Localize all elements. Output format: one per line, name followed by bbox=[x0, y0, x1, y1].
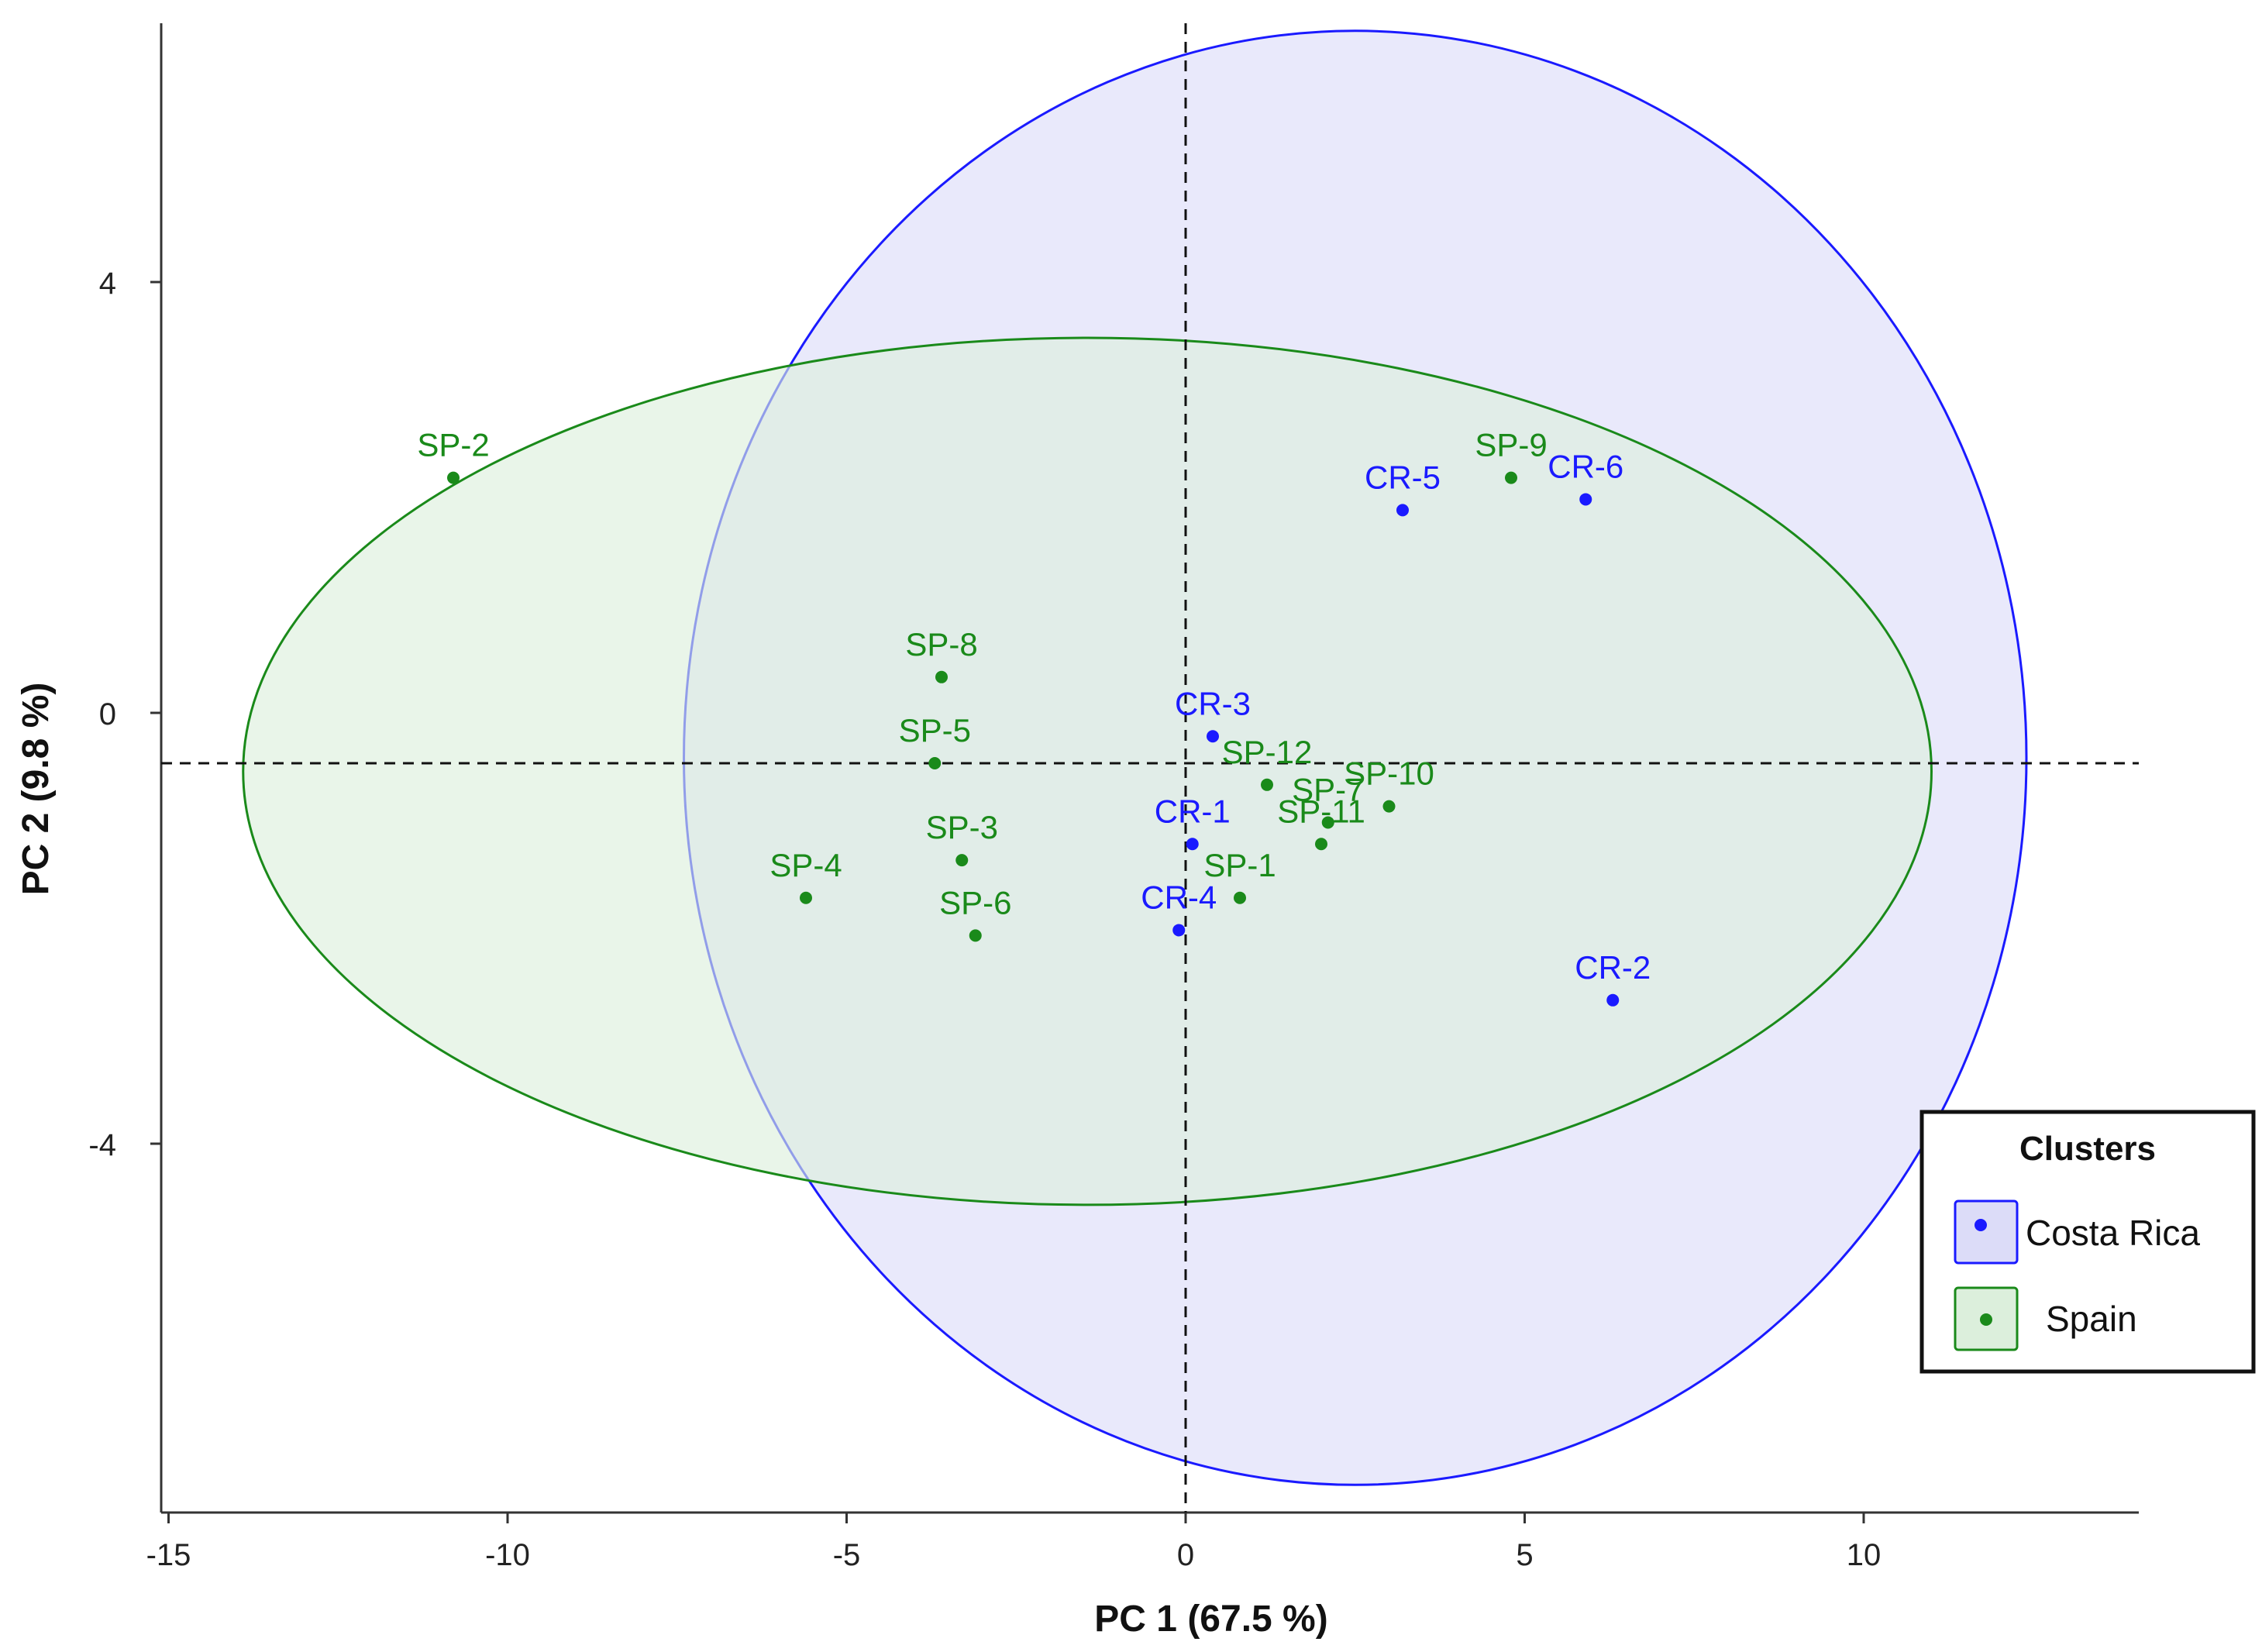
point-label-sp-4: SP-4 bbox=[769, 847, 842, 883]
point-label-cr-2: CR-2 bbox=[1575, 949, 1651, 986]
legend-title: Clusters bbox=[2019, 1130, 2156, 1168]
x-tick-label: -15 bbox=[146, 1538, 191, 1572]
legend-label-costa-rica: Costa Rica bbox=[2026, 1213, 2200, 1253]
point-sp-10 bbox=[1382, 800, 1396, 813]
y-tick-label: -4 bbox=[88, 1128, 116, 1162]
cluster-ellipses bbox=[242, 29, 2028, 1486]
origin-reference-lines bbox=[161, 23, 2139, 1513]
x-tick-label: -10 bbox=[485, 1538, 530, 1572]
x-tick-label: 0 bbox=[1177, 1538, 1194, 1572]
x-axis-title: PC 1 (67.5 %) bbox=[1094, 1599, 1327, 1640]
legend-label-spain: Spain bbox=[2046, 1299, 2137, 1339]
point-sp-4 bbox=[800, 891, 812, 904]
point-label-sp-8: SP-8 bbox=[905, 626, 977, 663]
point-sp-3 bbox=[955, 854, 969, 867]
y-tick-label: 0 bbox=[99, 697, 116, 731]
point-label-cr-4: CR-4 bbox=[1141, 879, 1217, 915]
y-axis-title: PC 2 (9.8 %) bbox=[15, 683, 57, 896]
point-sp-1 bbox=[1234, 891, 1246, 904]
point-cr-2 bbox=[1606, 993, 1620, 1007]
point-sp-6 bbox=[969, 929, 982, 942]
legend-swatch-costa-rica bbox=[1954, 1199, 2019, 1265]
point-label-sp-9: SP-9 bbox=[1475, 427, 1547, 463]
point-sp-11 bbox=[1315, 838, 1327, 851]
axis-ticks: -15 -10 -5 0 5 10 4 0 -4 bbox=[88, 267, 1881, 1572]
point-labels: CR-1 CR-2 CR-3 CR-4 CR-5 CR-6 SP-1 SP-2 SP-3 SP-4… bbox=[417, 427, 1651, 986]
axes bbox=[160, 23, 2139, 1514]
point-label-cr-3: CR-3 bbox=[1175, 685, 1251, 721]
point-sp-2 bbox=[447, 471, 460, 484]
point-label-sp-10: SP-10 bbox=[1344, 755, 1434, 792]
point-cr-6 bbox=[1579, 493, 1592, 506]
point-sp-7 bbox=[1321, 816, 1334, 829]
point-cr-5 bbox=[1396, 504, 1409, 517]
x-tick-label: 5 bbox=[1516, 1538, 1533, 1572]
point-sp-12 bbox=[1261, 778, 1273, 791]
point-sp-8 bbox=[935, 670, 948, 683]
point-label-sp-7: SP-7 bbox=[1292, 771, 1364, 807]
x-tick-label: -5 bbox=[833, 1538, 861, 1572]
confidence-ellipse-spain bbox=[242, 336, 1933, 1206]
point-label-cr-6: CR-6 bbox=[1548, 448, 1623, 484]
y-tick-label: 4 bbox=[99, 267, 116, 301]
legend: Clusters Costa Rica Spain bbox=[1919, 1110, 2256, 1374]
point-cr-1 bbox=[1186, 838, 1199, 851]
point-cr-3 bbox=[1207, 730, 1219, 743]
point-label-sp-12: SP-12 bbox=[1222, 734, 1313, 770]
x-tick-label: 10 bbox=[1847, 1538, 1882, 1572]
point-label-sp-5: SP-5 bbox=[899, 712, 971, 749]
point-label-cr-1: CR-1 bbox=[1155, 793, 1231, 829]
point-sp-9 bbox=[1505, 471, 1517, 484]
data-points bbox=[447, 471, 1620, 1007]
point-sp-5 bbox=[928, 757, 942, 769]
legend-marker-spain bbox=[1980, 1313, 1992, 1326]
point-label-sp-3: SP-3 bbox=[926, 809, 998, 845]
point-label-cr-5: CR-5 bbox=[1365, 459, 1441, 495]
point-label-sp-2: SP-2 bbox=[417, 427, 489, 463]
legend-marker-costa-rica bbox=[1975, 1219, 1987, 1231]
point-label-sp-1: SP-1 bbox=[1203, 847, 1276, 883]
point-label-sp-6: SP-6 bbox=[939, 884, 1011, 921]
point-cr-4 bbox=[1172, 924, 1186, 937]
point-label-sp-11: SP-11 bbox=[1277, 793, 1365, 829]
